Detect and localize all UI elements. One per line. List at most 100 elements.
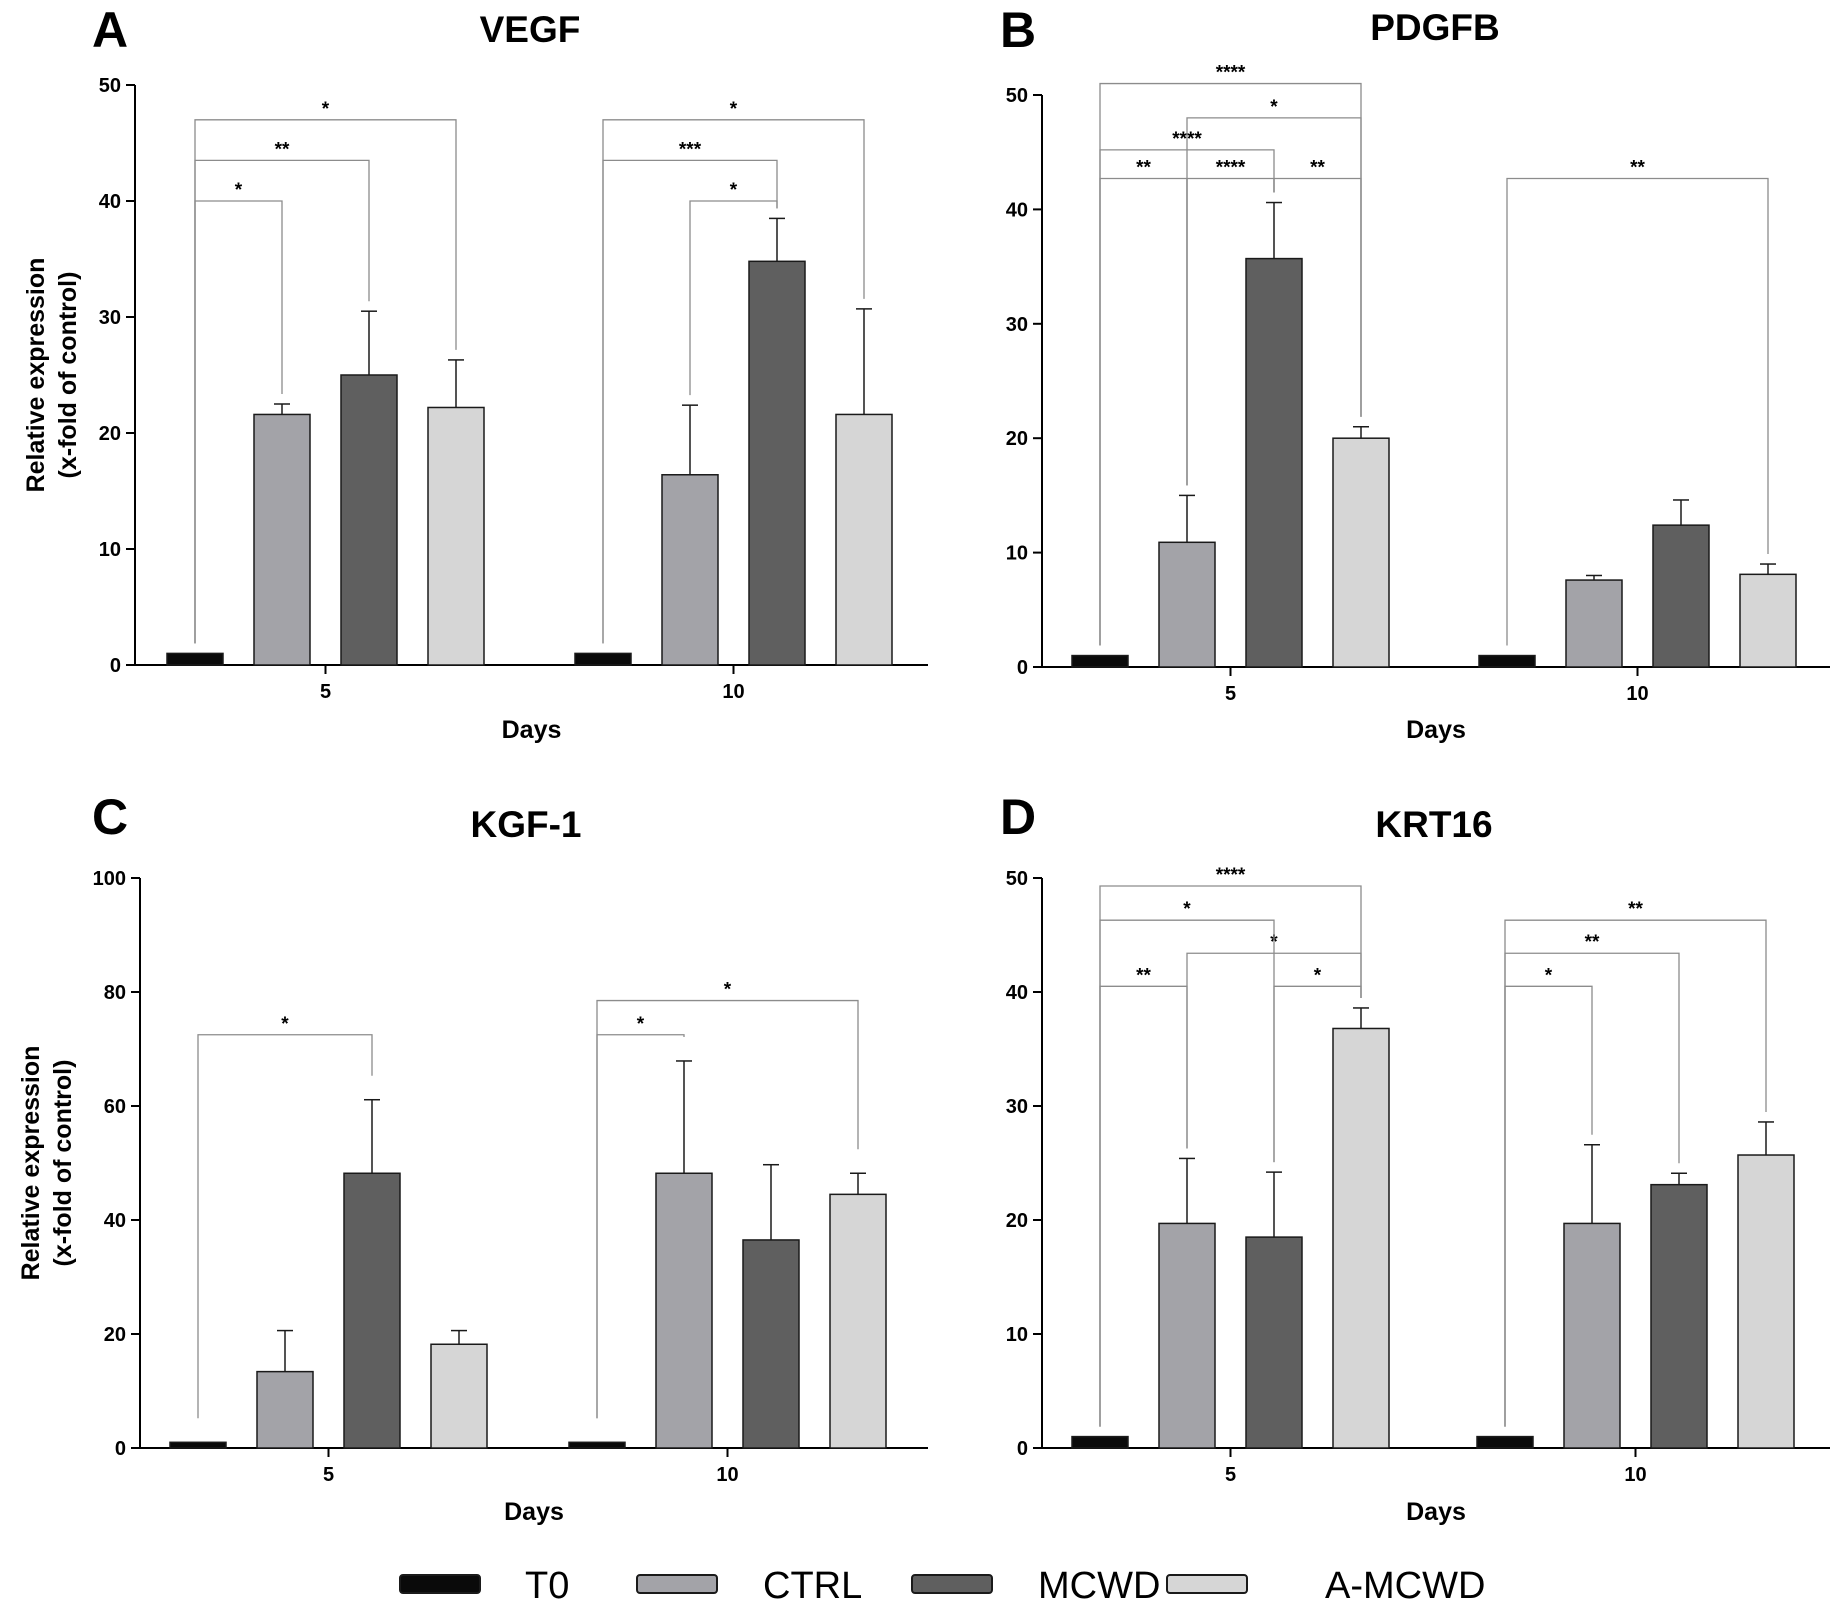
bar-t0 [574,652,632,666]
panel-c: C KGF-1 Relative expression (x-fold of cont… [17,789,928,1526]
panel-a: A VEGF Relative expression (x-fold of contr… [22,2,928,744]
legend-swatch-ctrl [636,1574,718,1594]
significance-label: ** [1628,899,1643,920]
bar-mcwd [1652,524,1710,668]
significance-bracket [596,999,859,1419]
bar-t0 [1071,1435,1129,1449]
x-axis-label: Days [502,716,562,744]
y-tick-label: 100 [93,868,126,890]
bar-ctrl [256,1370,314,1449]
y-tick-label: 20 [1006,428,1028,450]
significance-label: * [730,180,738,201]
panel-letter-a: A [92,2,128,58]
bar-t0 [169,1441,227,1449]
bar-a-mcwd [1737,1154,1795,1449]
bar-a-mcwd [1739,573,1797,668]
legend-swatch-mcwd [911,1574,993,1594]
bar-ctrl [253,413,311,666]
y-tick-label: 40 [104,1210,126,1232]
x-tick-label: 10 [1624,1464,1646,1486]
y-tick-label: 30 [99,307,121,329]
x-axis-label: Days [1406,1498,1466,1526]
y-tick-label: 30 [1006,1096,1028,1118]
bar-a-mcwd [829,1193,887,1449]
bar-a-mcwd [427,406,485,666]
significance-bracket [1504,919,1767,1427]
significance-label: * [1314,965,1322,986]
significance-label: * [1545,965,1553,986]
significance-label: *** [679,139,702,160]
significance-label: * [1270,97,1278,118]
legend-label-a-mcwd: A-MCWD [1325,1565,1485,1607]
significance-label: * [724,980,732,1001]
x-tick-label: 10 [716,1464,738,1486]
x-axis-label: Days [504,1498,564,1526]
bar-ctrl [1158,1222,1216,1449]
y-tick-label: 10 [1006,1324,1028,1346]
chart-title: KRT16 [1375,804,1492,845]
y-tick-label: 40 [99,191,121,213]
y-tick-label: 20 [99,423,121,445]
y-tick-label: 40 [1006,982,1028,1004]
chart-title: VEGF [480,9,581,50]
y-tick-label: 0 [1017,1438,1028,1460]
bar-mcwd [340,374,398,666]
x-tick-label: 5 [1225,683,1236,705]
y-tick-label: 0 [1017,657,1028,679]
bar-ctrl [661,474,719,666]
bar-a-mcwd [1332,437,1390,668]
significance-label: * [637,1014,645,1035]
bar-mcwd [1650,1183,1708,1449]
y-tick-label: 40 [1006,199,1028,221]
bar-mcwd [748,260,806,666]
significance-label: **** [1216,63,1246,84]
legend-label-t0: T0 [525,1565,569,1607]
y-tick-label: 50 [99,75,121,97]
significance-label: ** [1630,158,1645,179]
bar-ctrl [1158,541,1216,668]
y-tick-label: 20 [1006,1210,1028,1232]
panel-letter-b: B [1000,2,1036,58]
y-tick-label: 60 [104,1096,126,1118]
significance-bracket [1506,177,1769,646]
y-tick-label: 50 [1006,85,1028,107]
bar-a-mcwd [430,1343,488,1449]
legend-swatch-a-mcwd [1166,1574,1248,1594]
y-tick-label: 10 [99,539,121,561]
y-tick-label: 10 [1006,543,1028,565]
y-tick-label: 0 [110,655,121,677]
significance-label: ** [1585,932,1600,953]
bar-t0 [568,1441,626,1449]
bar-a-mcwd [1332,1027,1390,1449]
significance-label: * [235,180,243,201]
significance-label: * [1183,899,1191,920]
significance-bracket [1099,885,1362,1427]
x-tick-label: 5 [323,1464,334,1486]
significance-label: **** [1216,865,1246,886]
legend: T0 CTRL MCWD A-MCWD [399,1565,1485,1607]
significance-label: * [281,1014,289,1035]
significance-bracket [602,119,865,644]
bar-a-mcwd [835,413,893,666]
y-tick-label: 20 [104,1324,126,1346]
bar-t0 [1071,654,1129,668]
significance-bracket [194,119,457,644]
y-tick-label: 80 [104,982,126,1004]
y-axis-label: Relative expression (x-fold of control) [17,1046,77,1281]
bar-ctrl [1563,1222,1621,1449]
significance-bracket [1099,82,1362,646]
significance-label: * [730,99,738,120]
x-tick-label: 10 [722,681,744,703]
chart-title: KGF-1 [471,804,582,845]
panel-letter-c: C [92,789,128,845]
x-tick-label: 5 [1225,1464,1236,1486]
y-axis-label: Relative expression (x-fold of control) [22,258,82,493]
bar-t0 [166,652,224,666]
significance-bracket [197,1034,373,1419]
chart-title: PDGFB [1370,7,1500,48]
panel-letter-d: D [1000,789,1036,845]
significance-label: * [322,99,330,120]
